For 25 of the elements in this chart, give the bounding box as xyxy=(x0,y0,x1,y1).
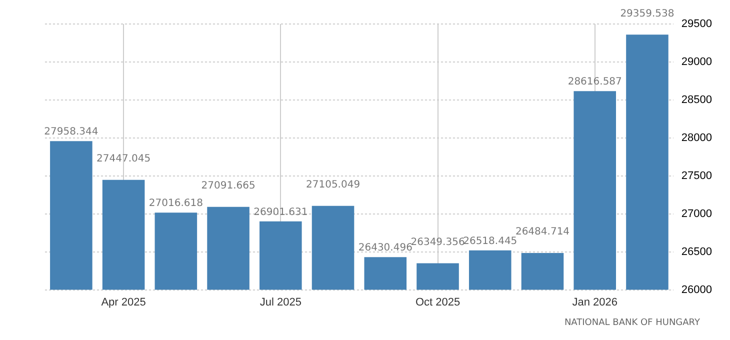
x-tick-label: Jan 2026 xyxy=(572,296,618,308)
data-label: 27958.344 xyxy=(44,126,98,138)
data-label: 28616.587 xyxy=(568,76,622,88)
y-tick-label: 28000 xyxy=(681,132,712,144)
y-tick-label: 26000 xyxy=(681,284,712,296)
x-tick-label: Apr 2025 xyxy=(101,296,146,308)
x-tick-label: Oct 2025 xyxy=(415,296,460,308)
y-tick-label: 27000 xyxy=(681,208,712,220)
data-label: 27105.049 xyxy=(306,179,360,190)
data-label: 27447.045 xyxy=(96,154,151,164)
y-tick-label: 27500 xyxy=(681,170,712,182)
data-label: 26349.356 xyxy=(410,236,465,248)
y-tick-label: 29500 xyxy=(681,18,712,30)
data-label: 26430.496 xyxy=(358,242,412,254)
data-label: 27091.665 xyxy=(201,180,256,192)
y-tick-label: 28500 xyxy=(681,94,712,106)
data-label: 26518.445 xyxy=(463,236,518,248)
x-tick-label: Jul 2025 xyxy=(260,296,302,308)
y-tick-label: 29000 xyxy=(681,56,712,68)
data-label: 27016.618 xyxy=(148,198,203,210)
text: NATIONAL BANK OF HUNGARY xyxy=(564,318,700,328)
data-label: 29359.538 xyxy=(620,8,674,20)
y-tick-label: 26500 xyxy=(681,246,712,258)
data-label: 26484.714 xyxy=(515,226,570,238)
data-label: 26901.631 xyxy=(254,206,308,218)
